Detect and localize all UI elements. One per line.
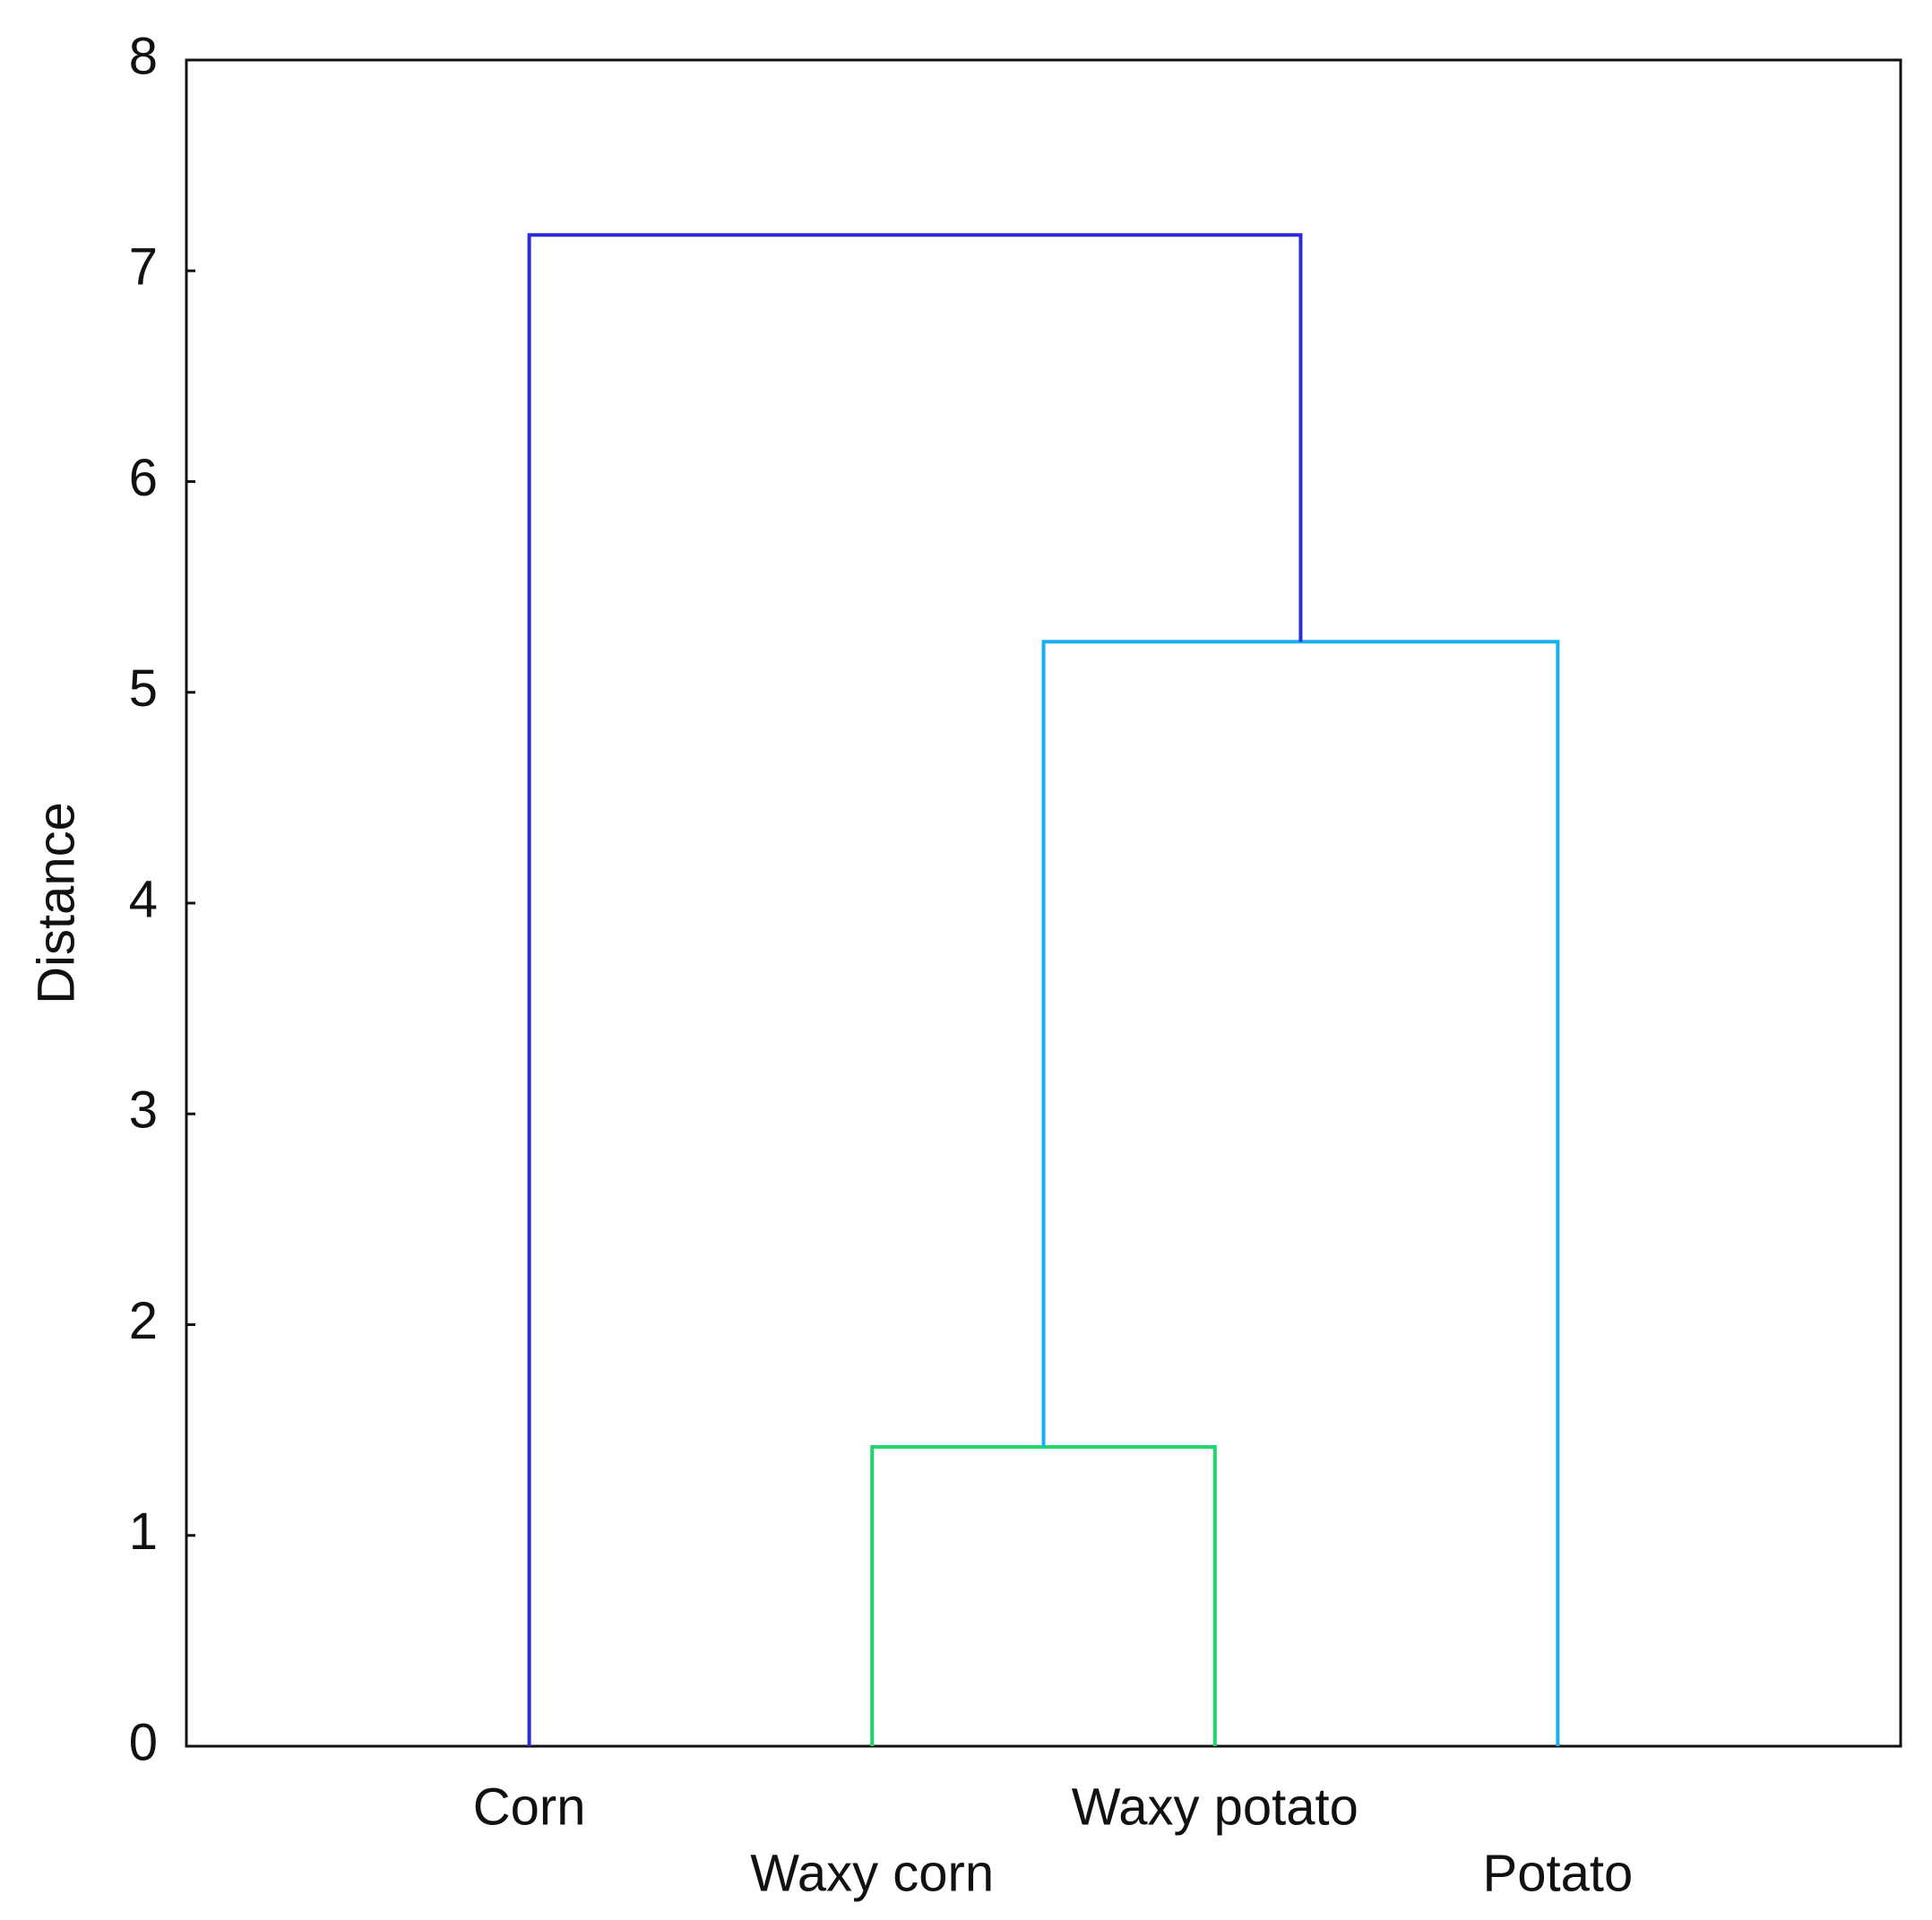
dendrogram-link [1041,640,1560,1746]
x-tick-label: Waxy potato [1072,1778,1358,1836]
y-tick-label: 2 [129,1292,158,1350]
y-tick-label: 4 [129,870,158,928]
y-axis-label: Distance [27,802,85,1004]
y-tick-label: 1 [129,1502,158,1561]
y-tick-label: 7 [129,238,158,297]
y-tick-label: 5 [129,659,158,718]
x-tick-label: Potato [1483,1844,1634,1902]
y-tick-label: 6 [129,449,158,507]
dendrogram-link [870,1444,1217,1746]
y-tick-label: 0 [129,1713,158,1771]
y-tick-label: 3 [129,1081,158,1140]
x-tick-label: Waxy corn [750,1844,994,1902]
dendrogram-link [527,233,1303,1746]
y-tick-label: 8 [129,27,158,85]
x-tick-label: Corn [473,1778,586,1836]
